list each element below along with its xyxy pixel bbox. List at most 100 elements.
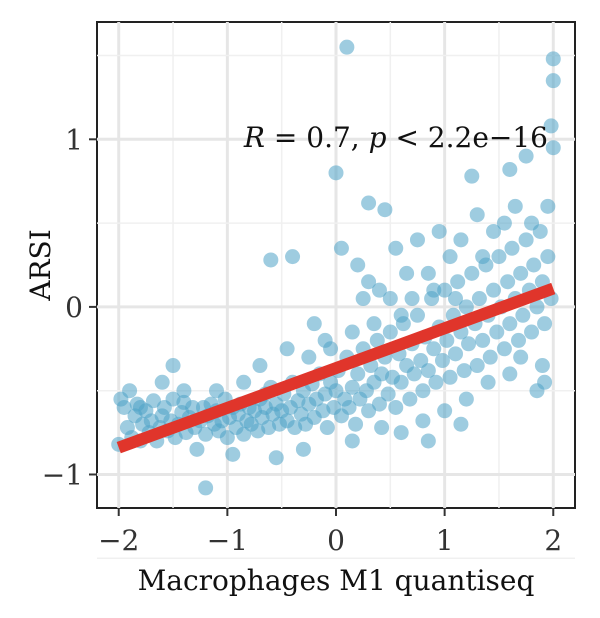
x-tick-label: −2 [98, 524, 139, 557]
data-point [540, 198, 556, 214]
data-point [388, 399, 404, 415]
data-point [496, 215, 512, 231]
data-point [380, 386, 396, 402]
data-point [132, 399, 148, 415]
data-point [344, 379, 360, 395]
y-tick-label: 1 [65, 123, 83, 156]
data-points [111, 39, 561, 496]
data-point [461, 336, 477, 352]
data-point [464, 265, 480, 281]
data-point [319, 420, 335, 436]
data-point [502, 161, 518, 177]
data-point [225, 446, 241, 462]
data-point [529, 299, 545, 315]
x-tick-label: −1 [207, 524, 248, 557]
data-point [402, 391, 418, 407]
data-point [491, 249, 507, 265]
grid [97, 22, 575, 560]
r-value: = 0.7, [265, 121, 369, 154]
data-point [399, 265, 415, 281]
data-point [500, 274, 516, 290]
data-point [526, 257, 542, 273]
p-symbol: p [369, 121, 387, 154]
data-point [189, 441, 205, 457]
regression-line [116, 282, 556, 454]
data-point [301, 349, 317, 365]
data-point [371, 396, 387, 412]
data-point [456, 363, 472, 379]
data-point [458, 391, 474, 407]
data-point [439, 332, 455, 348]
regression-line-group [116, 282, 556, 454]
data-point [504, 240, 520, 256]
data-point [268, 450, 284, 466]
data-point [285, 249, 301, 265]
p-value: < 2.2e−16 [387, 121, 548, 154]
data-point [406, 366, 422, 382]
data-point [502, 316, 518, 332]
data-point [437, 403, 453, 419]
x-tick-label: 1 [436, 524, 454, 557]
data-point [545, 140, 561, 156]
data-point [344, 433, 360, 449]
data-point [524, 215, 540, 231]
data-point [426, 282, 442, 298]
data-point [434, 353, 450, 369]
data-point [453, 232, 469, 248]
data-point [534, 358, 550, 374]
data-point [415, 383, 431, 399]
data-point [355, 291, 371, 307]
data-point [198, 426, 214, 442]
data-point [344, 324, 360, 340]
data-point [496, 341, 512, 357]
data-point [511, 332, 527, 348]
data-point [537, 316, 553, 332]
data-point [185, 399, 201, 415]
data-point [404, 291, 420, 307]
data-point [350, 257, 366, 273]
x-axis-title: Macrophages M1 quantiseq [138, 564, 535, 597]
data-point [409, 232, 425, 248]
data-point [393, 425, 409, 441]
data-point [393, 374, 409, 390]
data-point [366, 316, 382, 332]
data-point [469, 207, 485, 223]
data-point [437, 282, 453, 298]
data-point [263, 252, 279, 268]
data-point [450, 274, 466, 290]
data-point [420, 363, 436, 379]
data-point [369, 332, 385, 348]
data-point [306, 316, 322, 332]
data-point [428, 374, 444, 390]
data-point [482, 349, 498, 365]
correlation-annotation: R = 0.7, p < 2.2e−16 [243, 121, 548, 154]
data-point [361, 274, 377, 290]
data-point [377, 202, 393, 218]
data-point [515, 307, 531, 323]
data-point [513, 349, 529, 365]
x-tick-label: 0 [327, 524, 345, 557]
data-point [388, 240, 404, 256]
data-point [524, 324, 540, 340]
data-point [198, 480, 214, 496]
data-point [154, 374, 170, 390]
data-point [371, 282, 387, 298]
data-point [252, 358, 268, 374]
data-point [453, 416, 469, 432]
data-point [545, 51, 561, 67]
data-point [382, 324, 398, 340]
data-point [448, 346, 463, 362]
data-point [502, 366, 518, 382]
y-tick-label: −1 [42, 458, 83, 491]
data-point [480, 374, 496, 390]
axis-ticks: −2 −1 0 1 2 −1 0 1 [42, 123, 562, 557]
data-point [116, 399, 132, 415]
data-point [471, 291, 487, 307]
data-point [442, 249, 458, 265]
data-point [489, 324, 505, 340]
data-point [518, 148, 534, 164]
data-point [236, 374, 252, 390]
data-point [348, 416, 364, 432]
data-point [361, 403, 377, 419]
